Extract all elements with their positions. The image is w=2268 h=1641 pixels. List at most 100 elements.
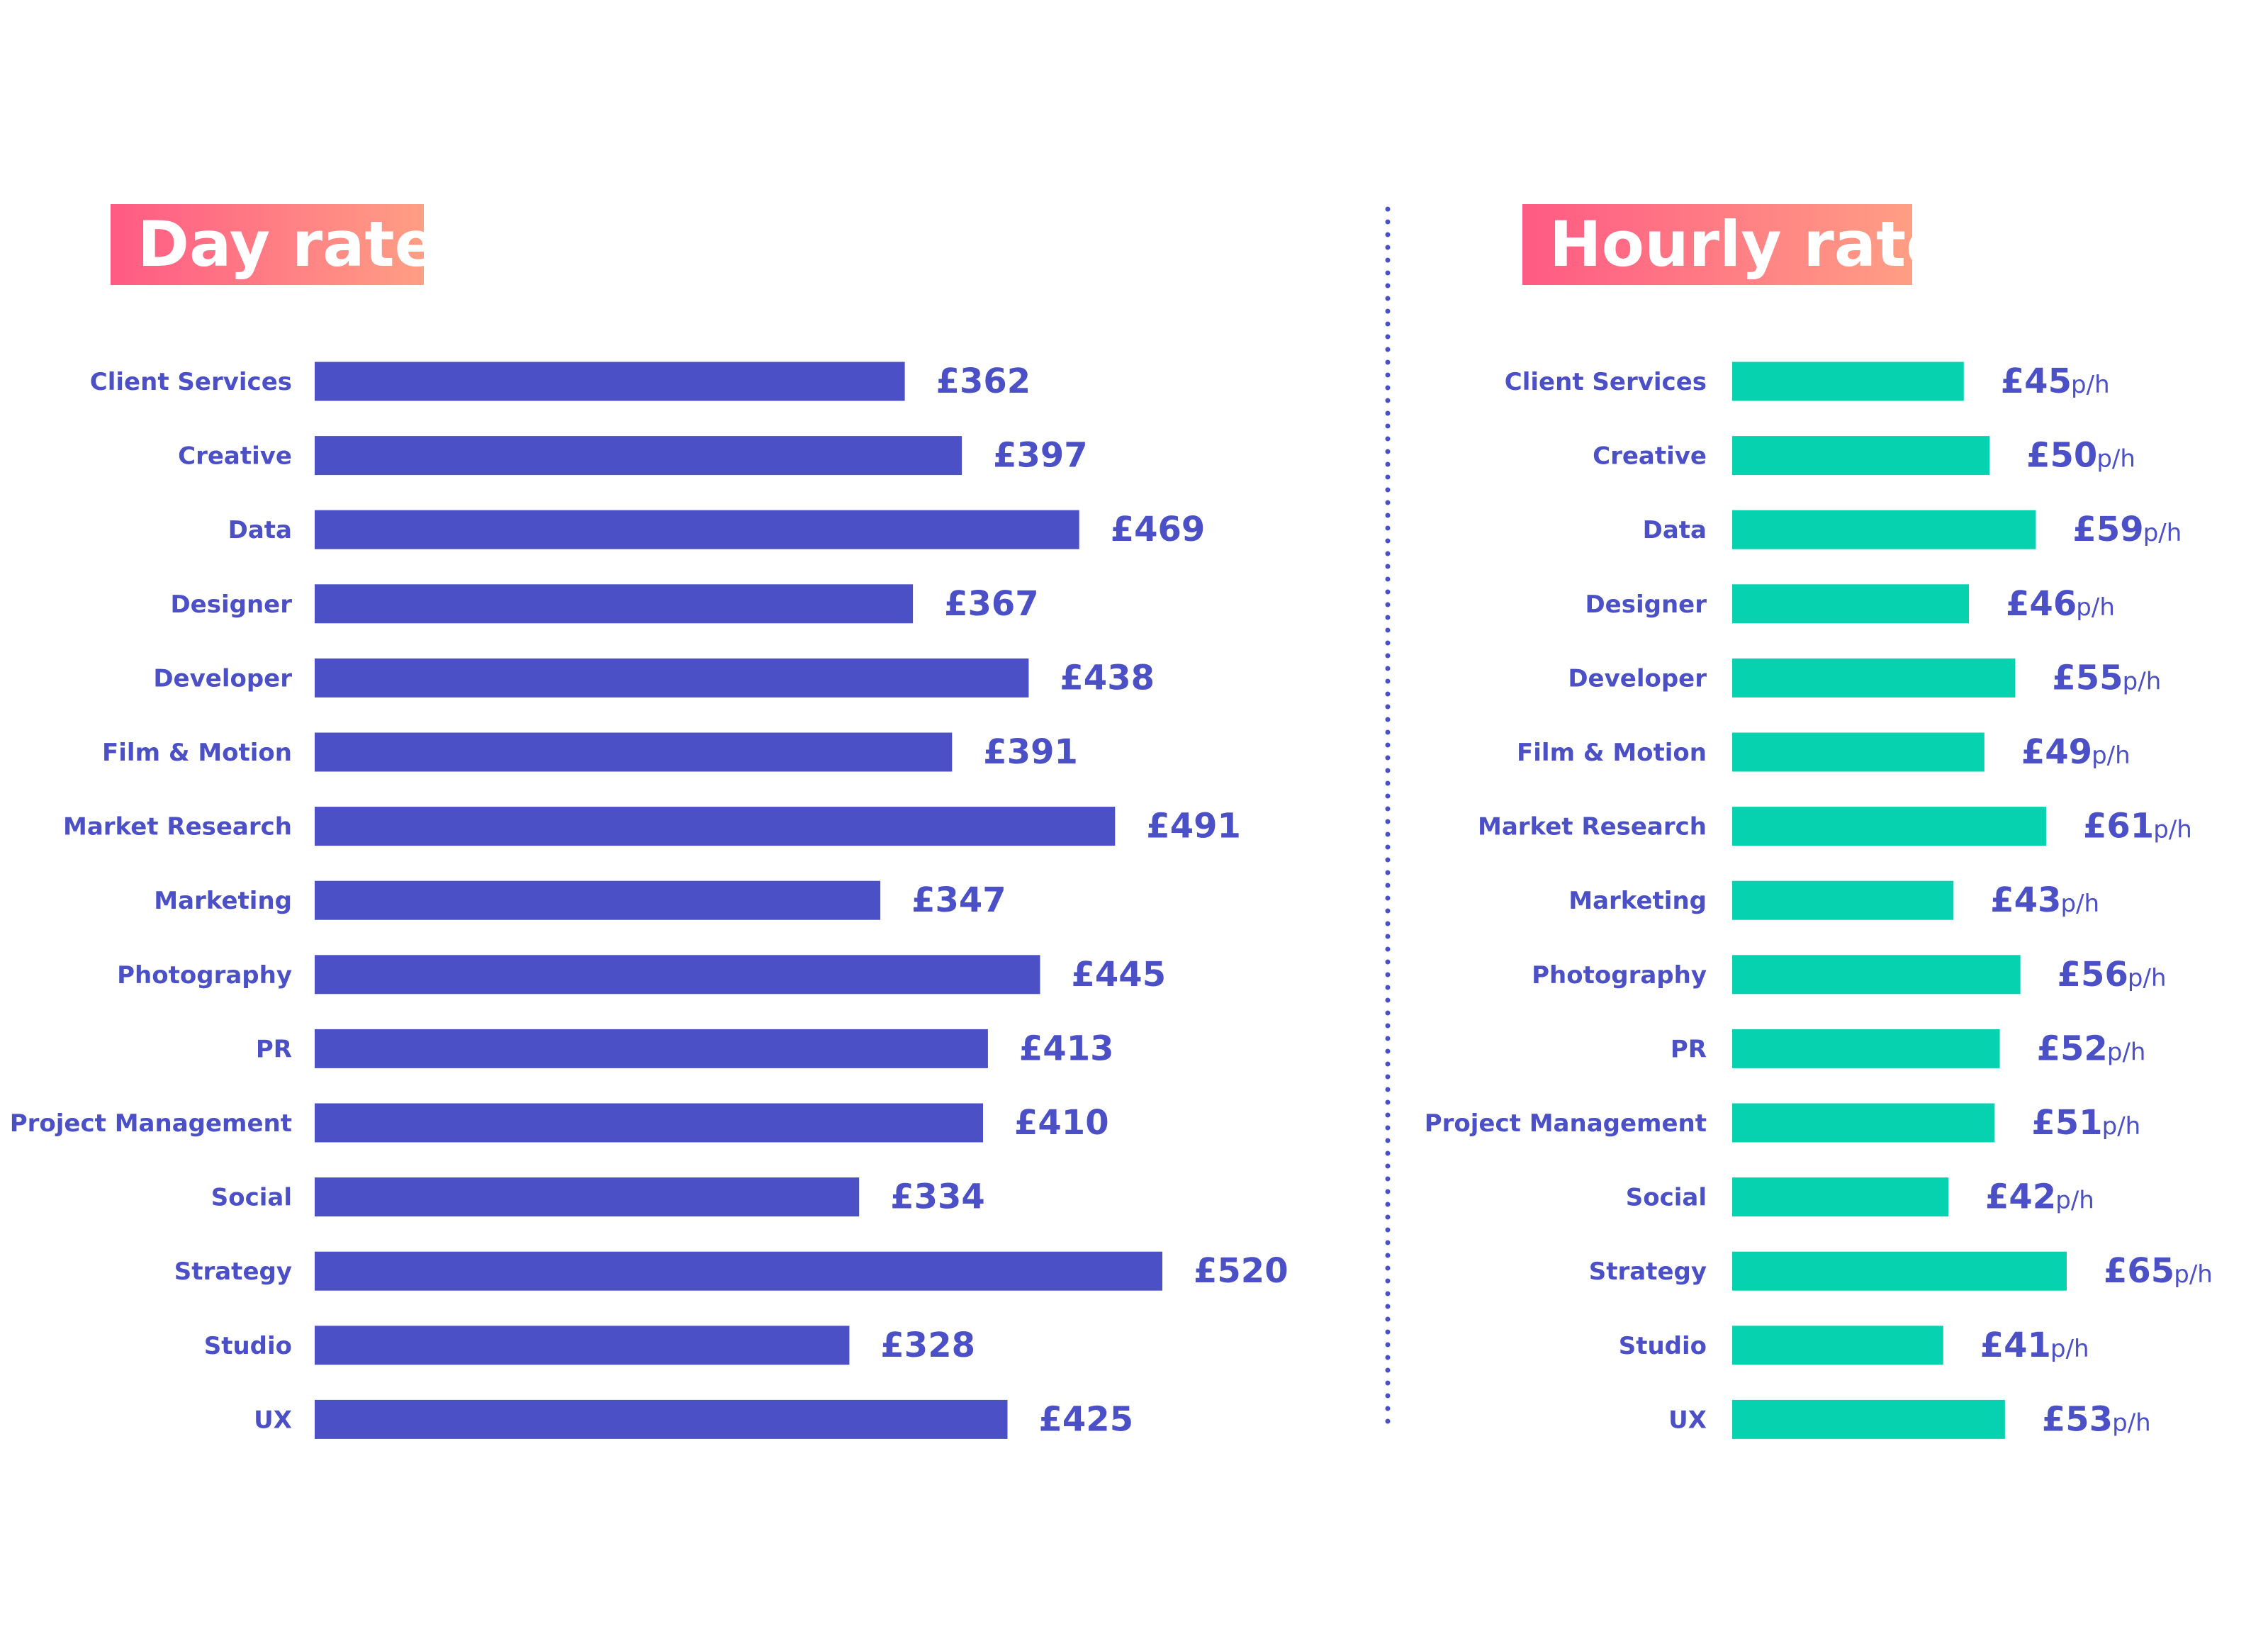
hourly-rate-title: Hourly rate (1549, 208, 1948, 281)
bar-photography (315, 955, 1040, 995)
value-label: £53 (2042, 1399, 2113, 1439)
unit-label: p/h (2055, 1187, 2094, 1215)
value-label: £367 (944, 584, 1039, 624)
value-label: £334 (890, 1177, 985, 1217)
bar-marketing (1732, 880, 1954, 920)
bar-market-research (1732, 807, 2046, 846)
bar-pr (315, 1029, 988, 1068)
unit-label: p/h (2071, 371, 2110, 399)
unit-label: p/h (2102, 1112, 2141, 1141)
unit-label: p/h (2092, 741, 2131, 770)
bar-creative (315, 436, 962, 476)
bar-strategy (315, 1251, 1162, 1291)
category-label: UX (254, 1406, 292, 1434)
category-label: Strategy (1589, 1258, 1707, 1286)
unit-label: p/h (2123, 667, 2162, 695)
value-label: £328 (880, 1326, 975, 1365)
bar-photography (1732, 955, 2021, 995)
category-label: Studio (204, 1332, 292, 1360)
category-label: Project Management (1425, 1109, 1707, 1138)
bar-project-management (315, 1103, 983, 1143)
bar-strategy (1732, 1251, 2067, 1291)
category-label: Social (211, 1184, 292, 1212)
value-label: £46 (2006, 584, 2077, 624)
bar-designer (1732, 584, 1970, 624)
category-label: UX (1668, 1406, 1707, 1434)
category-label: Developer (153, 664, 292, 693)
value-label: £61 (2083, 807, 2154, 846)
bar-studio (1732, 1326, 1943, 1365)
value-label: £520 (1194, 1251, 1289, 1291)
category-label: Data (228, 516, 292, 544)
category-label: Photography (117, 961, 292, 990)
hourly-rate-title-badge (1522, 204, 1912, 285)
bar-film-motion (315, 732, 953, 772)
value-label: £55 (2052, 658, 2123, 698)
value-label: £45 (2001, 362, 2072, 401)
category-label: PR (1671, 1035, 1707, 1063)
bar-film-motion (1732, 732, 1984, 772)
category-label: Market Research (1478, 813, 1707, 841)
bar-studio (315, 1326, 850, 1365)
unit-label: p/h (2112, 1408, 2151, 1437)
category-label: Client Services (1505, 368, 1707, 396)
category-label: Film & Motion (102, 739, 292, 767)
bar-client-services (315, 362, 905, 401)
category-label: Strategy (174, 1258, 292, 1286)
value-label: £362 (936, 362, 1031, 401)
value-label: £491 (1146, 807, 1241, 846)
bar-ux (315, 1399, 1008, 1439)
category-label: Creative (178, 442, 292, 471)
value-label: £438 (1060, 658, 1155, 698)
bar-developer (1732, 658, 2016, 698)
bar-data (315, 510, 1079, 549)
unit-label: p/h (2050, 1335, 2089, 1363)
category-label: Client Services (90, 368, 292, 396)
day-rate-title: Day rate (137, 208, 437, 281)
category-label: Data (1643, 516, 1707, 544)
value-label: £397 (993, 436, 1088, 476)
value-label: £59 (2072, 510, 2143, 549)
value-label: £50 (2026, 436, 2097, 476)
day-rate-title-badge (111, 204, 424, 285)
value-label: £445 (1072, 955, 1167, 995)
value-label: £469 (1111, 510, 1206, 549)
category-label: Designer (170, 590, 292, 619)
value-label: £56 (2058, 955, 2128, 995)
category-label: Studio (1619, 1332, 1707, 1360)
value-label: £49 (2021, 732, 2092, 772)
category-label: Developer (1568, 664, 1707, 693)
bar-developer (315, 658, 1029, 698)
category-label: PR (256, 1035, 292, 1063)
bar-data (1732, 510, 2036, 549)
bar-marketing (315, 880, 881, 920)
value-label: £413 (1019, 1029, 1114, 1068)
value-label: £425 (1039, 1399, 1134, 1439)
unit-label: p/h (2061, 890, 2100, 918)
bar-pr (1732, 1029, 2000, 1068)
value-label: £51 (2031, 1103, 2102, 1143)
bar-social (1732, 1177, 1948, 1217)
category-label: Market Research (63, 813, 292, 841)
bar-social (315, 1177, 860, 1217)
bar-client-services (1732, 362, 1964, 401)
bar-creative (1732, 436, 1990, 476)
unit-label: p/h (2153, 816, 2192, 844)
category-label: Photography (1532, 961, 1707, 990)
category-label: Social (1626, 1184, 1707, 1212)
unit-label: p/h (2107, 1038, 2146, 1066)
bar-designer (315, 584, 914, 624)
day-rate-panel: Day rate Client Services £362 Creative £397 D… (10, 204, 1289, 1439)
value-label: £410 (1014, 1103, 1109, 1143)
unit-label: p/h (2096, 445, 2135, 474)
unit-label: p/h (2143, 519, 2182, 547)
bar-market-research (315, 807, 1116, 846)
category-label: Film & Motion (1517, 739, 1707, 767)
category-label: Designer (1585, 590, 1707, 619)
category-label: Marketing (154, 887, 292, 915)
value-label: £41 (1980, 1326, 2051, 1365)
value-label: £52 (2037, 1029, 2108, 1068)
value-label: £391 (983, 732, 1078, 772)
